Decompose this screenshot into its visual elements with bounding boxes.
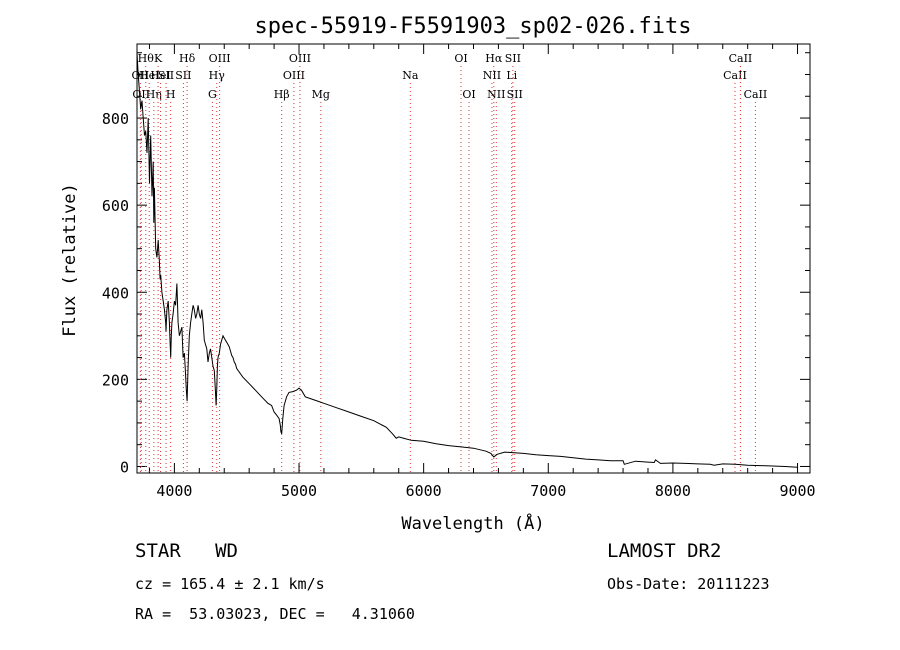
spectrum-series: [136, 52, 798, 468]
chart-title: spec-55919-F5591903_sp02-026.fits: [254, 14, 691, 39]
spectral-line-label: HeI: [150, 69, 170, 82]
y-tick-label: 200: [102, 371, 129, 389]
spectral-line-label: OII: [132, 69, 150, 82]
spectral-line-label: SII: [158, 69, 174, 82]
x-tick-label: 5000: [281, 482, 317, 500]
spectral-line-label: OIII: [289, 52, 311, 65]
spectral-line-label: SII: [505, 52, 521, 65]
spectral-line-label: CaII: [744, 88, 768, 101]
object-class: STAR WD: [135, 540, 238, 562]
spectral-line-label: Mg: [312, 88, 330, 101]
x-tick-label: 6000: [406, 482, 442, 500]
spectral-line-label: CaII: [729, 52, 753, 65]
spectral-line-label: Li: [506, 69, 517, 82]
survey-name: LAMOST DR2: [607, 540, 722, 562]
spectral-line-label: HeI: [139, 69, 159, 82]
redshift-velocity: cz = 165.4 ± 2.1 km/s: [135, 575, 325, 593]
x-tick-label: 8000: [655, 482, 691, 500]
spectrum-line: [136, 52, 798, 468]
spectral-line-label: SII: [175, 69, 191, 82]
spectral-line-label: Hη: [146, 88, 162, 101]
spectral-line-label: OI: [462, 88, 475, 101]
x-axis-label: Wavelength (Å): [401, 512, 544, 534]
spectral-line-label: H: [166, 88, 176, 101]
x-tick-label: 7000: [530, 482, 566, 500]
observation-date: Obs-Date: 20111223: [607, 575, 770, 593]
y-axis-label: Flux (relative): [60, 183, 80, 337]
spectral-line-label: OIII: [209, 52, 231, 65]
y-tick-label: 800: [102, 110, 129, 128]
y-tick-label: 400: [102, 284, 129, 302]
x-axis-ticks: 4000 5000 6000 7000 8000 9000: [148, 44, 816, 500]
spectral-line-label: OII: [132, 88, 150, 101]
spectral-line-label: Na: [402, 69, 419, 82]
spectral-line-label: CaII: [723, 69, 747, 82]
spectral-line-label: Hγ: [209, 69, 226, 82]
spectral-line-label: G: [208, 88, 217, 101]
sky-coordinates: RA = 53.03023, DEC = 4.31060: [135, 605, 415, 623]
y-tick-label: 0: [120, 458, 129, 476]
spectral-line-label: Hβ: [274, 88, 290, 101]
y-axis-ticks: 0 200 400 600 800: [102, 52, 810, 476]
spectral-line-label: Hδ: [179, 52, 196, 65]
spectral-line-label: SII: [507, 88, 523, 101]
plot-frame: [136, 43, 811, 474]
y-tick-label: 600: [102, 197, 129, 215]
spectral-line-label: Hα: [485, 52, 503, 65]
x-tick-label: 9000: [779, 482, 815, 500]
spectral-line-label: NII: [483, 69, 501, 82]
spectral-line-label: K: [154, 52, 163, 65]
spectral-line-label: NII: [487, 88, 505, 101]
spectral-line-label: Hθ: [138, 52, 155, 65]
spectral-line-label: OI: [454, 52, 467, 65]
spectral-line-label: OIII: [283, 69, 305, 82]
x-tick-label: 4000: [156, 482, 192, 500]
